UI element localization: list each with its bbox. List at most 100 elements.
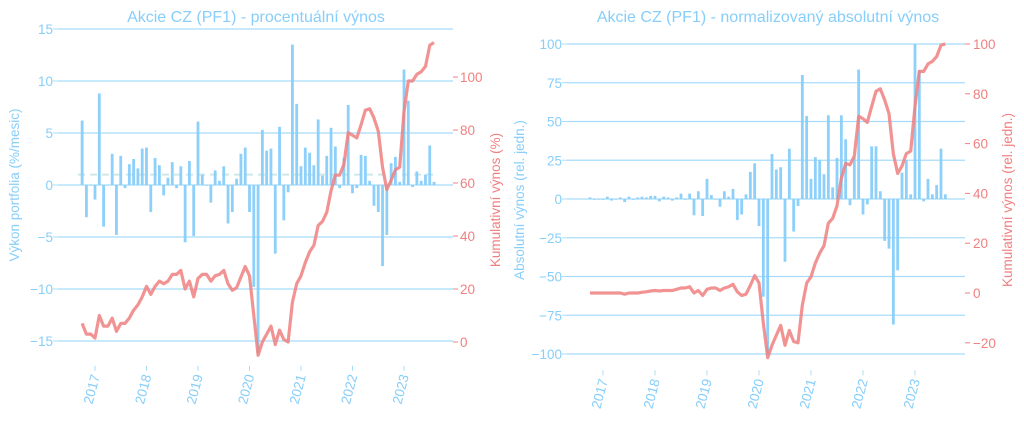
bar — [415, 171, 419, 185]
bar — [839, 115, 843, 199]
bar — [196, 121, 200, 185]
bar — [299, 166, 303, 185]
bar — [381, 185, 384, 267]
x-tick-label: 2023 — [390, 373, 412, 406]
y2-tick-label: 100 — [973, 37, 996, 52]
bar — [183, 185, 187, 243]
y-tick-label: 0 — [554, 192, 562, 207]
bar — [278, 126, 281, 185]
bar — [679, 193, 683, 199]
bar — [670, 199, 674, 201]
bar — [640, 196, 644, 199]
bar — [329, 127, 333, 185]
bar — [744, 194, 748, 199]
bar — [826, 115, 830, 199]
x-tick-label: 2021 — [287, 373, 309, 406]
bar — [696, 191, 700, 199]
bar — [727, 196, 731, 199]
y-tick-label: 10 — [38, 74, 53, 89]
bar — [406, 100, 410, 185]
bar — [286, 185, 290, 193]
bar — [943, 194, 947, 199]
bar — [796, 199, 800, 206]
chart-percent-return: Akcie CZ (PF1) - procentuální výnos Výko… — [7, 9, 503, 406]
bar — [166, 177, 170, 185]
bar — [740, 199, 744, 215]
bar — [618, 197, 622, 199]
bar — [149, 185, 153, 213]
bar — [295, 103, 299, 185]
bar — [865, 199, 869, 205]
bar — [157, 165, 161, 185]
bar — [368, 180, 372, 185]
bar — [282, 185, 286, 221]
bar — [770, 154, 774, 199]
bar — [213, 170, 217, 185]
bar — [222, 166, 226, 185]
bar — [636, 197, 640, 199]
bar — [757, 199, 761, 227]
bar — [342, 157, 346, 185]
bar — [779, 167, 783, 199]
bar — [692, 199, 696, 216]
bar — [153, 157, 157, 185]
y2-tick-label: 60 — [460, 176, 475, 191]
bar — [145, 147, 148, 185]
y-tick-label: 15 — [38, 22, 53, 37]
bar — [822, 174, 826, 199]
bar — [325, 155, 329, 185]
bar — [766, 199, 770, 354]
bar — [787, 148, 791, 199]
y2-tick-label: 40 — [973, 186, 988, 201]
bar — [265, 150, 269, 185]
chart-absolute-return: Akcie CZ (PF1) - normalizovaný absolutní… — [512, 9, 1015, 410]
bar — [857, 69, 861, 199]
bar — [102, 185, 105, 227]
bar — [813, 157, 817, 199]
bar — [610, 199, 614, 201]
x-tick-label: 2020 — [745, 377, 767, 410]
bar — [89, 185, 93, 186]
bar — [162, 185, 166, 196]
y2-tick-label: 0 — [973, 286, 981, 301]
bar — [800, 75, 804, 199]
bar — [170, 162, 174, 185]
bar — [675, 197, 679, 199]
bar — [316, 119, 320, 185]
bar — [909, 194, 913, 199]
bar — [874, 146, 878, 199]
bar — [248, 185, 251, 213]
bar — [735, 199, 739, 220]
bar — [398, 181, 402, 185]
bar — [601, 199, 605, 200]
x-tick-label: 2019 — [184, 373, 206, 406]
y-tick-label: −50 — [539, 270, 562, 285]
bar — [93, 185, 97, 200]
y-tick-label: −15 — [30, 334, 53, 349]
y-tick-label: 25 — [547, 153, 562, 168]
bar — [123, 185, 127, 189]
bar — [761, 199, 765, 297]
bar — [848, 199, 852, 206]
bar — [653, 195, 657, 199]
bar — [359, 154, 363, 185]
bar — [291, 44, 294, 185]
bar — [419, 180, 423, 185]
bar — [878, 191, 882, 199]
y-tick-label: −75 — [539, 308, 562, 323]
bar — [140, 148, 144, 185]
bar — [792, 199, 796, 232]
bar — [891, 199, 895, 325]
bar — [870, 146, 874, 199]
y-tick-label: 75 — [547, 76, 562, 91]
bar — [709, 195, 713, 199]
bar — [917, 70, 921, 199]
bar — [722, 191, 726, 199]
bar — [338, 185, 342, 189]
x-tick-label: 2019 — [693, 377, 715, 410]
bar — [321, 175, 324, 185]
bar — [428, 145, 432, 185]
bar — [97, 93, 101, 185]
bar — [192, 185, 196, 236]
bar — [385, 185, 389, 235]
